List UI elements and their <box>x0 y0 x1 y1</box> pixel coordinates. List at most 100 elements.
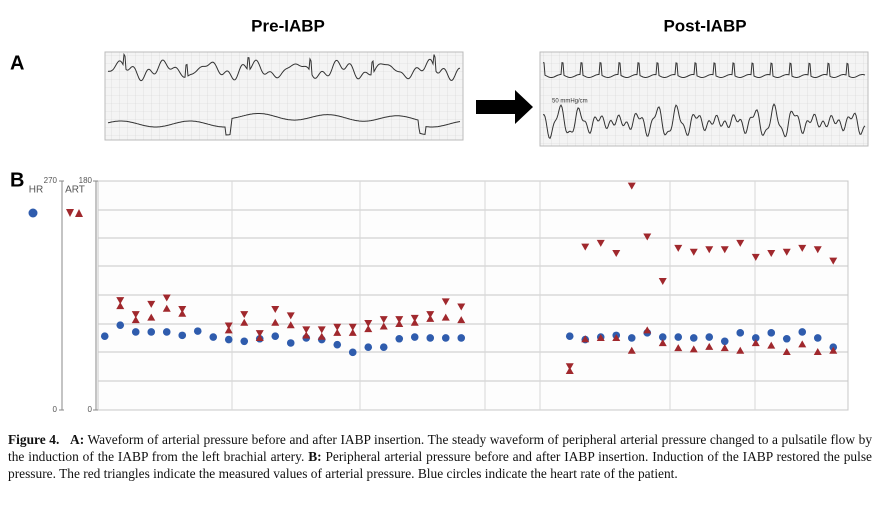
systolic-point <box>689 248 698 256</box>
caption-label: B: <box>308 449 322 464</box>
diastolic-point <box>627 346 636 354</box>
diastolic-point <box>612 333 621 341</box>
hr-point <box>147 328 156 336</box>
hr-point <box>782 334 791 343</box>
diastolic-point <box>426 314 435 322</box>
caption-text: Waveform of arterial pressure before and… <box>8 432 873 464</box>
figure-graphics: Pre-IABP Post-IABP A B 50 mmHg/cm HR ART… <box>10 16 869 414</box>
diastolic-point <box>379 322 388 330</box>
pre-pressure-wave <box>107 113 461 136</box>
diastolic-point <box>271 318 280 326</box>
systolic-point <box>147 300 156 308</box>
diastolic-point <box>333 328 342 336</box>
diastolic-point <box>798 340 807 348</box>
systolic-point <box>317 326 326 334</box>
systolic-point <box>333 323 342 331</box>
systolic-point <box>271 305 280 313</box>
systolic-point <box>829 257 838 265</box>
hr-point <box>379 343 388 352</box>
hr-point <box>395 334 404 343</box>
systolic-point <box>395 316 404 324</box>
pre-title: Pre-IABP <box>251 16 325 35</box>
diastolic-point <box>116 302 125 310</box>
scale-note: 50 mmHg/cm <box>552 99 588 105</box>
hr-point <box>627 334 636 342</box>
hr-point <box>286 339 295 347</box>
legend-hr <box>28 208 38 218</box>
hr-point <box>705 333 714 341</box>
diastolic-point <box>162 304 171 312</box>
diastolic-point <box>674 344 683 352</box>
diastolic-point <box>364 325 373 333</box>
systolic-point <box>426 311 435 319</box>
systolic-point <box>441 298 450 306</box>
diastolic-point <box>178 309 187 317</box>
hr-point <box>813 334 822 342</box>
systolic-point <box>457 303 466 311</box>
diastolic-point <box>441 313 450 321</box>
hr-point <box>767 329 776 337</box>
caption-label: A: <box>70 432 85 447</box>
hr-point <box>720 337 729 346</box>
hr-point <box>674 333 683 341</box>
caption: Figure 4. A: Waveform of arterial pressu… <box>8 431 872 482</box>
diastolic-point <box>395 319 404 327</box>
diastolic-point <box>240 318 249 326</box>
diastolic-point <box>736 346 745 354</box>
systolic-point <box>255 330 264 338</box>
y-tick-label: 180 <box>79 176 93 185</box>
diastolic-point <box>689 345 698 353</box>
post-ecg-wave <box>542 61 866 79</box>
hr-point <box>798 328 807 336</box>
systolic-point <box>131 311 140 319</box>
caption-label: Figure 4. <box>8 432 60 447</box>
diastolic-point <box>286 321 295 329</box>
diastolic-point <box>147 313 156 321</box>
pre-ecg-wave <box>107 52 461 82</box>
systolic-point <box>178 305 187 313</box>
systolic-point <box>286 312 295 320</box>
hr-point <box>457 334 466 342</box>
diastolic-point <box>581 335 590 343</box>
diastolic-point <box>596 333 605 341</box>
y2-tick-label: 270 <box>44 176 58 185</box>
hr-point <box>209 333 218 341</box>
hr-point <box>364 343 373 352</box>
systolic-point <box>379 316 388 324</box>
diastolic-point <box>317 332 326 340</box>
pre-waveform-strip <box>104 51 464 141</box>
systolic-point <box>162 294 171 302</box>
diastolic-point <box>302 331 311 339</box>
hr-point <box>116 321 125 329</box>
systolic-point <box>674 244 683 252</box>
hr-point <box>426 334 435 342</box>
systolic-point <box>813 246 822 254</box>
diastolic-point <box>255 333 264 341</box>
systolic-point <box>705 246 714 254</box>
diastolic-point <box>705 342 714 350</box>
diastolic-point <box>829 346 838 354</box>
systolic-point <box>658 278 667 286</box>
post-title: Post-IABP <box>663 16 746 35</box>
systolic-point <box>782 248 791 256</box>
diastolic-point <box>348 328 357 336</box>
hr-point <box>193 327 202 335</box>
hr-point <box>565 332 574 341</box>
systolic-point <box>364 319 373 327</box>
systolic-point <box>565 363 574 371</box>
systolic-point <box>627 182 636 190</box>
systolic-point <box>348 323 357 331</box>
systolic-point <box>116 297 125 305</box>
systolic-point <box>643 233 652 241</box>
systolic-point <box>581 243 590 251</box>
diastolic-point <box>410 318 419 326</box>
hr-point <box>224 335 233 344</box>
diastolic-point <box>457 316 466 324</box>
y-tick-label: 0 <box>88 405 93 414</box>
systolic-point <box>596 239 605 247</box>
diastolic-point <box>720 344 729 352</box>
hr-point <box>162 328 171 336</box>
systolic-point <box>720 246 729 254</box>
systolic-point <box>767 250 776 258</box>
hr-point <box>240 337 249 346</box>
